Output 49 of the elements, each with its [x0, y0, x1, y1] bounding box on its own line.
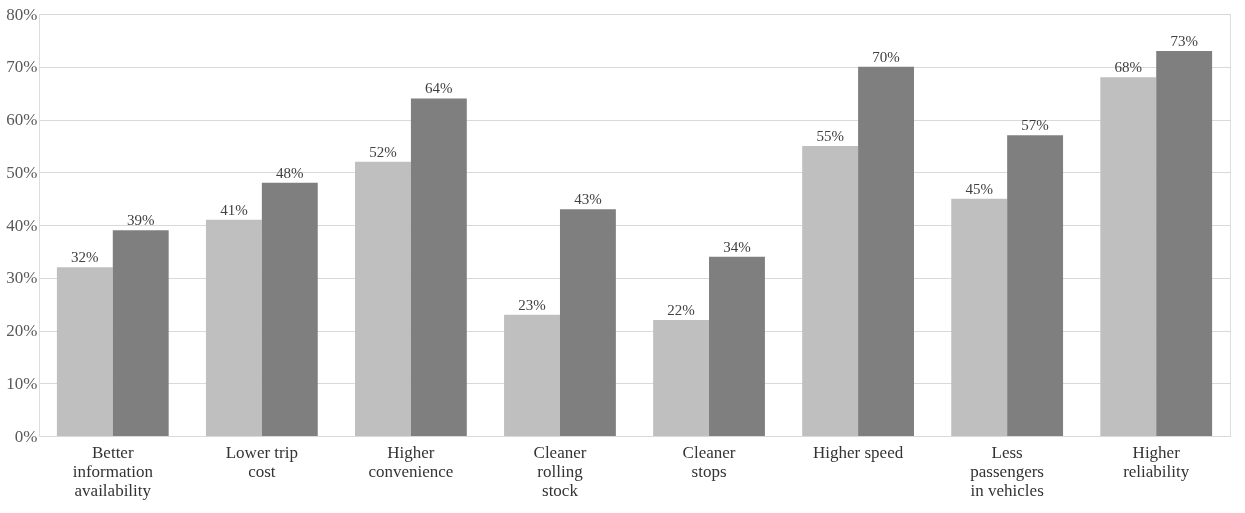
data-label: 57% — [1021, 117, 1049, 134]
data-label: 48% — [276, 164, 304, 181]
data-label: 41% — [220, 201, 248, 218]
x-tick-label: Cleaner rolling stock — [533, 442, 587, 500]
y-tick-label: 60% — [6, 110, 38, 129]
data-label: 52% — [369, 143, 397, 160]
bar — [653, 319, 710, 436]
bar — [802, 145, 859, 436]
bar — [355, 161, 411, 436]
y-tick-label: 30% — [6, 268, 38, 288]
bar — [1156, 50, 1213, 436]
data-label: 23% — [518, 296, 546, 313]
data-label: 55% — [816, 127, 844, 144]
bar — [1007, 135, 1064, 436]
x-tick-label: Better information availability — [72, 442, 154, 500]
data-label: 73% — [1170, 32, 1198, 49]
y-tick-label: 80% — [6, 4, 38, 24]
y-tick-label: 70% — [6, 57, 38, 77]
bar — [504, 314, 560, 436]
bar — [951, 198, 1008, 436]
data-label: 68% — [1114, 59, 1143, 76]
data-label: 45% — [965, 180, 993, 197]
bar — [410, 98, 467, 436]
bar — [205, 219, 262, 436]
x-tick-label: Cleaner stops — [682, 442, 736, 481]
y-tick-label: 50% — [6, 162, 38, 182]
bar — [261, 182, 318, 436]
x-tick-label: Higher speed — [813, 442, 904, 462]
x-tick-label: Less passengers in vehicles — [970, 442, 1044, 500]
data-label: 70% — [872, 48, 900, 65]
x-tick-label: Lower trip cost — [225, 442, 298, 481]
bar — [1100, 77, 1157, 436]
data-label: 34% — [723, 238, 751, 255]
bar — [858, 66, 914, 436]
bar — [56, 267, 113, 436]
bar — [559, 209, 616, 436]
x-tick-label: Higher convenience — [368, 442, 454, 481]
y-tick-label: 10% — [6, 373, 38, 393]
x-tick-label: Higher reliability — [1123, 442, 1190, 481]
data-label: 32% — [71, 249, 99, 266]
data-label: 43% — [574, 191, 602, 208]
bar — [709, 256, 765, 436]
data-label: 64% — [425, 80, 453, 97]
data-label: 39% — [126, 212, 155, 229]
y-tick-label: 0% — [14, 426, 38, 446]
y-tick-label: 20% — [6, 321, 38, 340]
bar — [112, 230, 169, 436]
data-label: 22% — [667, 301, 695, 318]
y-tick-label: 40% — [6, 215, 38, 235]
